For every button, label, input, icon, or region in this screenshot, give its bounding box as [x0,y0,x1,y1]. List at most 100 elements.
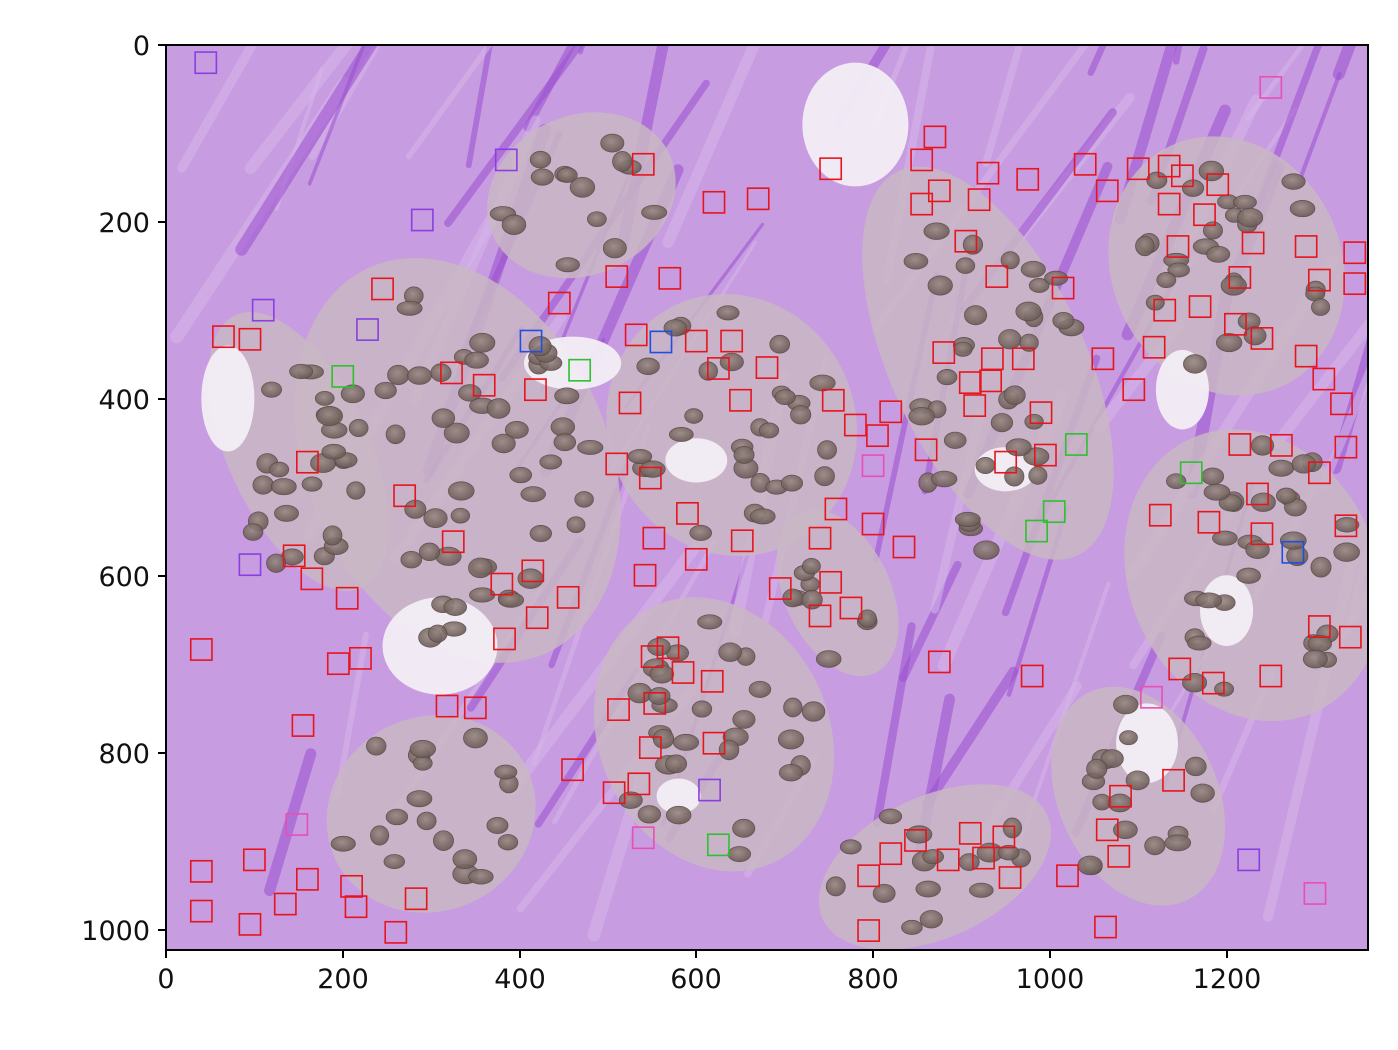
nucleus [1028,466,1048,485]
annotation-box-red [684,547,708,571]
nucleus [1100,749,1124,769]
y-tick-label: 0 [133,31,150,62]
gland-region [1108,136,1345,396]
nucleus [1250,492,1276,512]
nucleus [1236,567,1261,584]
nucleus [396,300,423,316]
annotation-box-red [808,526,832,550]
annotation-box-red [1224,312,1247,336]
annotation-box-red [839,596,863,620]
annotation-box-red [676,502,699,525]
nucleus [954,511,981,527]
nucleus [647,687,671,705]
annotation-box-red [1094,915,1117,939]
nucleus [1119,730,1138,746]
nucleus [647,637,671,657]
annotation-box-red [633,563,657,587]
annotation-box-red [493,627,516,651]
stroma-fiber [1319,364,1368,490]
annotation-box-red [640,645,664,668]
nucleus [1190,783,1215,803]
annotation-box-red [954,229,978,253]
nucleus [242,523,264,541]
annotation-box-red [440,361,463,385]
annotation-box-pink [861,454,885,478]
annotation-box-red [1148,503,1172,527]
annotation-box-red [702,190,726,214]
annotation-box-red [1095,179,1119,203]
annotation-box-red [300,567,324,591]
nucleus [612,151,633,172]
nucleus [969,882,994,898]
annotation-box-red [1330,392,1353,416]
nuclei [242,133,1360,935]
nucleus [409,740,436,759]
annotation-box-red [282,544,306,568]
nucleus [289,363,314,380]
nucleus [498,592,525,608]
x-tick-label: 1200 [1193,964,1262,995]
nucleus [697,614,723,630]
nucleus [550,417,576,437]
annotation-box-red [992,825,1016,849]
annotation-box-red [843,413,867,437]
annotation-box-red [335,586,359,610]
nucleus [553,433,577,452]
annotation-box-red [1168,657,1192,681]
stroma-fiber [523,45,577,132]
nucleus [520,486,546,503]
nucleus [600,133,625,153]
annotation-box-red [932,341,956,364]
annotation-box-red [866,424,889,448]
annotation-box-red [927,650,951,674]
annotation-box-red [242,848,266,872]
annotation-box-red [910,192,934,216]
annotation-box-red [1188,295,1212,319]
x-tick-label: 1000 [1016,964,1085,995]
nucleus [691,700,713,718]
stroma-fiber [177,45,258,173]
y-tick-label: 200 [98,208,150,239]
annotation-box-red [700,669,724,693]
nucleus [1202,221,1223,240]
nucleus [943,431,967,449]
nucleus [652,728,675,749]
annotation-box-red [998,866,1022,889]
nucleus [905,825,933,844]
nucleus [443,598,468,616]
stroma-fiber [662,45,761,249]
axes-frame [165,44,1369,951]
annotation-box-red [967,188,991,212]
nucleus [923,222,950,240]
nucleus [973,540,1000,560]
y-tick-label: 800 [98,739,150,770]
nucleus [777,729,805,750]
annotation-box-red [1126,157,1150,181]
nucleus [566,516,586,534]
nucleus [769,334,791,354]
nucleus [301,476,323,492]
annotation-box-red [189,899,213,923]
annotation-box-purple [238,553,262,577]
x-tick-label: 200 [317,964,369,995]
nucleus [1250,435,1275,456]
nucleus [636,357,660,375]
annotation-box-blue [1281,540,1305,564]
nucleus [1243,326,1267,346]
nucleus [919,910,943,929]
annotation-box-red [296,867,319,891]
nucleus [1167,262,1190,278]
nucleus [927,275,953,296]
annotation-box-red [821,388,845,412]
nucleus [1291,454,1317,474]
nucleus [689,524,713,541]
nucleus [1144,836,1166,856]
annotation-box-red [1250,522,1274,546]
nucleus [649,664,675,684]
annotation-box-red [404,887,428,911]
annotation-box-red [768,577,792,600]
stroma-fiber [264,748,317,896]
nucleus [1289,200,1316,218]
nucleus [903,252,929,270]
annotation-box-red [602,781,626,805]
